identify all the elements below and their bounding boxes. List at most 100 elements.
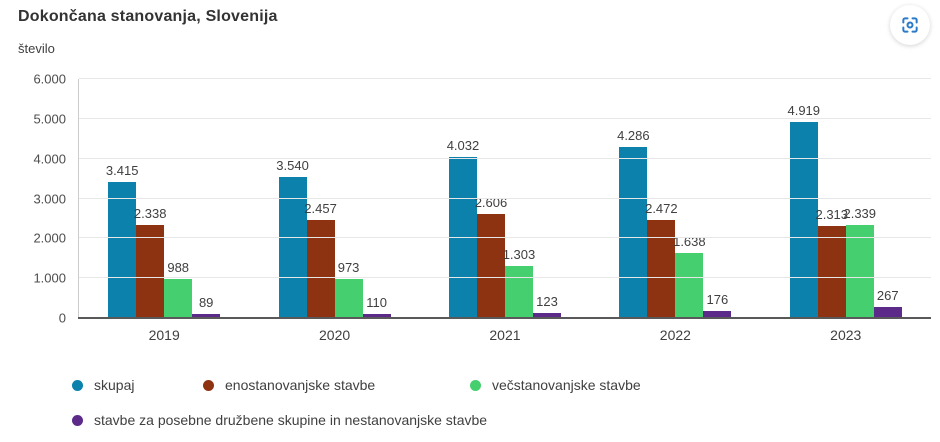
bar-value-label: 89 [198, 295, 214, 311]
bar-value-label: 267 [876, 288, 899, 304]
bar-group-2022: 4.286 2.472 1.638 176 2022 [617, 79, 732, 343]
y-axis-tick-label: 4.000 [33, 151, 66, 167]
gridline [79, 237, 931, 239]
x-axis-line [78, 317, 931, 319]
bar-group-2021: 4.032 2.606 1.303 123 2021 [446, 79, 561, 343]
legend-dot-icon [203, 379, 214, 391]
bar-group-2019: 3.415 2.338 988 89 2019 [105, 79, 221, 343]
bar-slot-posebne-in-nestanovanjske-stavbe: 267 [873, 79, 902, 318]
bar-vecstanovanjske-stavbe-2019[interactable] [164, 278, 193, 318]
bar-value-label: 988 [167, 259, 190, 275]
legend-dot-icon [72, 414, 83, 426]
bar-posebne-in-nestanovanjske-stavbe-2020[interactable] [362, 313, 391, 318]
legend-row-1: skupaj enostanovanjske stavbe večstanovanj… [0, 377, 940, 397]
legend-label: stavbe za posebne družbene skupine in ne… [94, 412, 488, 428]
gridline [79, 197, 931, 199]
bar-slot-enostanovanjske-stavbe: 2.606 [474, 79, 508, 318]
bar-posebne-in-nestanovanjske-stavbe-2021[interactable] [532, 313, 561, 318]
bar-groups-container: 3.415 2.338 988 89 2019 3.540 2.457 973 110 2020 4… [79, 79, 931, 343]
bar-slot-posebne-in-nestanovanjske-stavbe: 89 [192, 79, 221, 318]
bar-slot-vecstanovanjske-stavbe: 1.638 [673, 79, 706, 318]
legend-item-vecstanovanjske-stavbe[interactable]: večstanovanjske stavbe [470, 377, 641, 393]
bar-vecstanovanjske-stavbe-2022[interactable] [675, 252, 704, 318]
bar-value-label: 2.472 [645, 200, 678, 216]
bar-slot-enostanovanjske-stavbe: 2.313 [815, 79, 849, 318]
bar-vecstanovanjske-stavbe-2021[interactable] [504, 266, 533, 318]
y-axis-unit-label: število [18, 41, 55, 56]
bar-slot-posebne-in-nestanovanjske-stavbe: 110 [362, 79, 391, 318]
gridline [79, 157, 931, 159]
bar-value-label: 1.303 [502, 247, 536, 263]
legend-label: enostanovanjske stavbe [225, 377, 376, 393]
bar-value-label: 2.338 [133, 205, 167, 221]
bar-slot-skupaj: 4.032 [446, 79, 480, 318]
y-axis-tick-label: 0 [58, 310, 66, 326]
bar-value-label: 110 [366, 294, 387, 310]
x-axis-label-2022: 2022 [659, 327, 691, 343]
bar-value-label: 2.313 [815, 206, 849, 222]
bar-value-label: 2.339 [843, 205, 877, 221]
bar-enostanovanjske-stavbe-2021[interactable] [476, 214, 505, 318]
bar-skupaj-2019[interactable] [108, 181, 137, 318]
bar-slot-vecstanovanjske-stavbe: 973 [334, 79, 363, 318]
bar-value-label: 2.457 [304, 201, 337, 217]
bar-vecstanovanjske-stavbe-2023[interactable] [845, 224, 874, 318]
bar-value-label: 4.286 [617, 128, 650, 144]
x-axis-label-2019: 2019 [148, 327, 180, 343]
focus-scan-icon [902, 17, 918, 33]
bar-value-label: 3.540 [276, 158, 309, 173]
gridline [79, 78, 931, 79]
legend-item-skupaj[interactable]: skupaj [72, 377, 134, 393]
x-axis-label-2020: 2020 [319, 327, 351, 343]
bar-slot-enostanovanjske-stavbe: 2.472 [645, 79, 678, 318]
bar-value-label: 1.638 [673, 233, 706, 249]
bar-group-2023: 4.919 2.313 2.339 267 2023 [787, 79, 902, 343]
y-axis-tick-label: 3.000 [33, 191, 66, 206]
bar-enostanovanjske-stavbe-2022[interactable] [647, 219, 676, 318]
bar-value-label: 4.032 [446, 138, 480, 154]
y-axis-tick-label: 2.000 [33, 230, 66, 246]
bar-enostanovanjske-stavbe-2019[interactable] [136, 224, 165, 318]
bar-enostanovanjske-stavbe-2020[interactable] [306, 220, 335, 318]
gridline [79, 117, 931, 119]
bar-value-label: 973 [337, 260, 360, 276]
legend-dot-icon [470, 379, 481, 391]
y-axis-tick-label: 5.000 [33, 111, 66, 127]
legend-label: večstanovanjske stavbe [492, 377, 641, 393]
bar-enostanovanjske-stavbe-2023[interactable] [817, 225, 846, 318]
bar-skupaj-2020[interactable] [278, 177, 307, 318]
bar-vecstanovanjske-stavbe-2020[interactable] [334, 279, 363, 318]
y-axis-tick-labels: 0 1.000 2.000 3.000 4.000 5.000 6.000 [0, 72, 66, 326]
focus-button[interactable] [890, 5, 930, 45]
y-axis-tick-label: 1.000 [33, 270, 66, 286]
bar-slot-skupaj: 3.415 [105, 79, 139, 318]
bar-skupaj-2023[interactable] [789, 122, 818, 318]
bar-posebne-in-nestanovanjske-stavbe-2022[interactable] [703, 311, 732, 318]
bar-group-2020: 3.540 2.457 973 110 2020 [276, 79, 391, 343]
legend-dot-icon [72, 379, 83, 391]
y-axis-tick-label: 6.000 [33, 71, 66, 87]
bar-slot-posebne-in-nestanovanjske-stavbe: 176 [703, 79, 732, 318]
plot-area: 3.415 2.338 988 89 2019 3.540 2.457 973 110 2020 4… [78, 78, 931, 343]
legend-label: skupaj [94, 377, 135, 393]
chart-title: Dokončana stanovanja, Slovenija [18, 8, 278, 25]
bar-posebne-in-nestanovanjske-stavbe-2019[interactable] [192, 314, 221, 318]
bar-slot-skupaj: 3.540 [276, 79, 309, 318]
bar-value-label: 4.919 [787, 103, 821, 119]
bar-value-label: 176 [706, 292, 729, 307]
bar-value-label: 2.606 [474, 195, 508, 211]
legend-item-posebne-in-nestanovanjske-stavbe[interactable]: stavbe za posebne družbene skupine in ne… [72, 412, 487, 428]
bar-slot-vecstanovanjske-stavbe: 988 [164, 79, 193, 318]
bar-slot-vecstanovanjske-stavbe: 2.339 [843, 79, 877, 318]
bar-slot-enostanovanjske-stavbe: 2.457 [304, 79, 337, 318]
bar-slot-vecstanovanjske-stavbe: 1.303 [502, 79, 536, 318]
legend-item-enostanovanjske-stavbe[interactable]: enostanovanjske stavbe [203, 377, 375, 393]
bar-value-label: 3.415 [105, 162, 139, 178]
bar-skupaj-2022[interactable] [619, 147, 648, 318]
legend-row-2: stavbe za posebne družbene skupine in ne… [0, 412, 940, 432]
bar-posebne-in-nestanovanjske-stavbe-2023[interactable] [873, 307, 902, 318]
x-axis-label-2021: 2021 [489, 327, 521, 343]
x-axis-label-2023: 2023 [830, 327, 862, 343]
bar-value-label: 123 [536, 294, 558, 310]
